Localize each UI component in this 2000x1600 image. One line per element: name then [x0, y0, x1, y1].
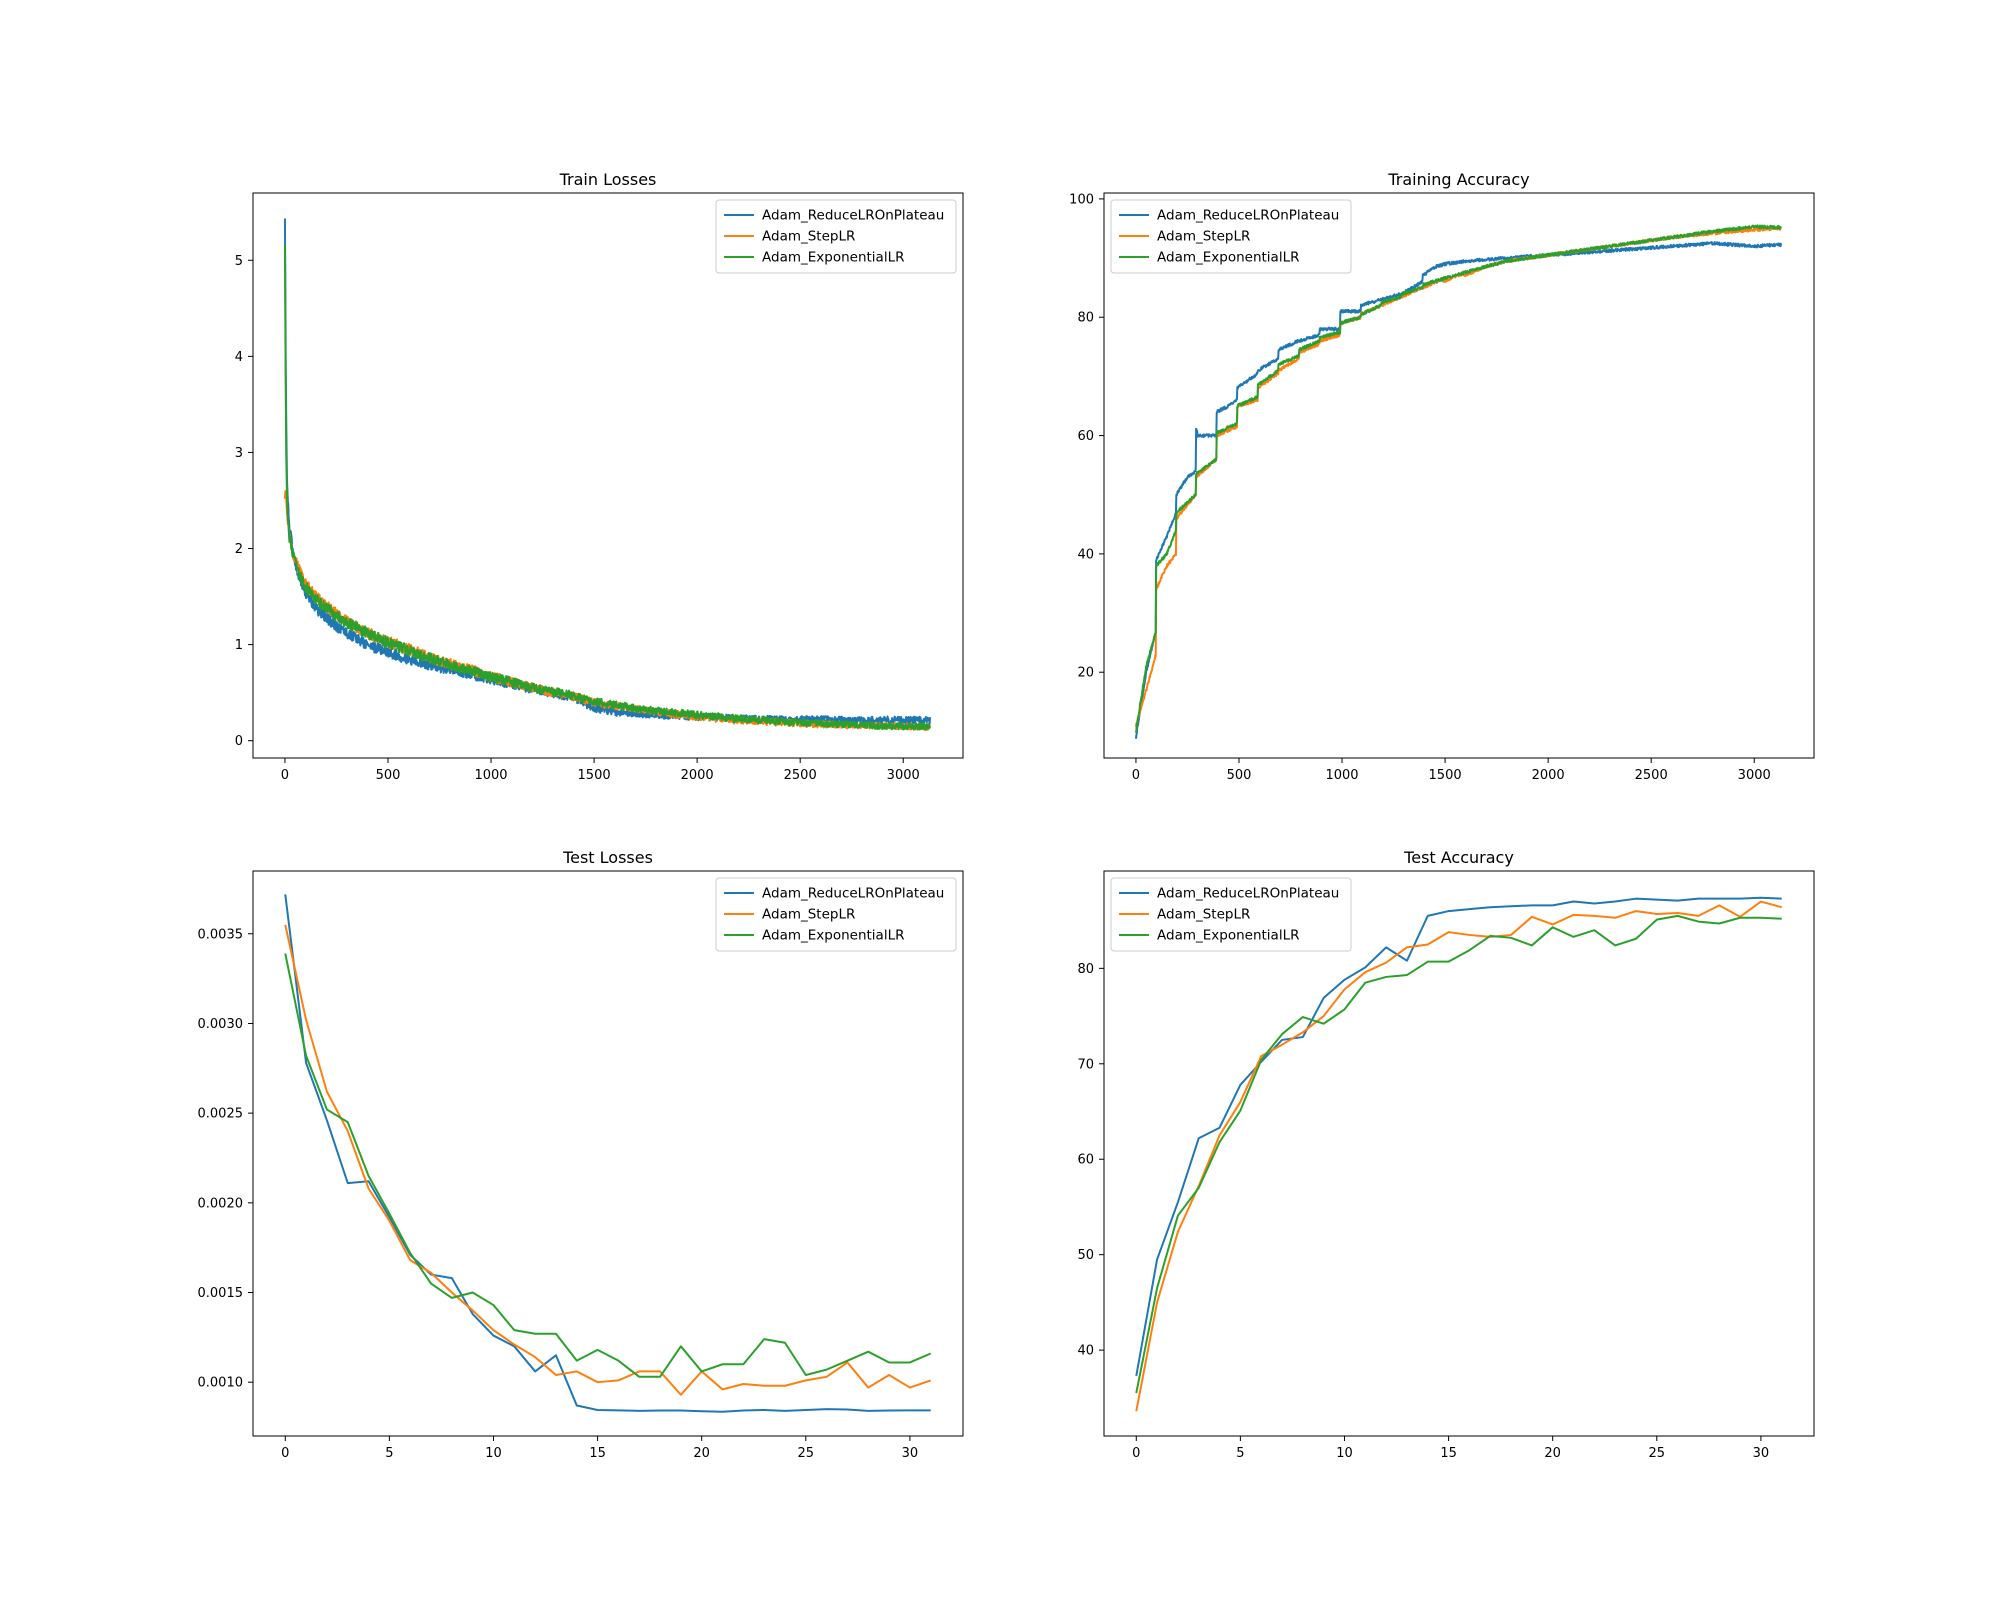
x-tick-label: 500 — [376, 768, 401, 783]
legend-label: Adam_StepLR — [1157, 229, 1250, 245]
x-tick-label: 2500 — [1635, 768, 1668, 783]
series-group — [283, 218, 932, 732]
x-tick-label: 3000 — [1738, 768, 1771, 783]
legend-label: Adam_ExponentialLR — [762, 250, 904, 266]
legend: Adam_ReduceLROnPlateau Adam_StepLR Adam_Ex… — [1110, 199, 1352, 274]
x-tick-label: 15 — [1440, 1446, 1457, 1461]
y-tick-label: 80 — [1077, 962, 1094, 977]
y-tick-label: 0.0010 — [198, 1376, 244, 1391]
series-line-Adam_ExponentialLR — [1134, 224, 1782, 733]
subplot-title: Test Accuracy — [1403, 848, 1514, 867]
series-line-Adam_StepLR — [1135, 900, 1782, 1412]
x-tick-label: 15 — [589, 1446, 606, 1461]
series-line-Adam_ExponentialLR — [284, 953, 932, 1378]
x-tick-label: 20 — [693, 1446, 710, 1461]
y-tick-label: 40 — [1077, 547, 1094, 562]
x-tick-label: 3000 — [887, 768, 920, 783]
x-tick-label: 1000 — [1325, 768, 1358, 783]
x-tick-label: 2000 — [681, 768, 714, 783]
legend-label: Adam_ReduceLROnPlateau — [1157, 208, 1339, 224]
legend-label: Adam_ReduceLROnPlateau — [762, 208, 944, 224]
y-tick-label: 0.0020 — [198, 1196, 244, 1211]
y-tick-label: 0.0030 — [198, 1017, 244, 1032]
x-tick-label: 500 — [1227, 768, 1252, 783]
y-tick-label: 0.0015 — [198, 1286, 244, 1301]
x-tick-label: 0 — [1132, 1446, 1140, 1461]
subplot-1: Training Accuracy 0 500 1000 1500 2000 2500 300… — [1069, 170, 1815, 783]
y-tick-label: 50 — [1077, 1248, 1094, 1263]
series-line-Adam_StepLR — [284, 924, 932, 1396]
legend-label: Adam_ReduceLROnPlateau — [762, 886, 944, 902]
y-tick-label: 0 — [235, 734, 243, 749]
y-tick-label: 70 — [1077, 1057, 1094, 1072]
legend-label: Adam_ExponentialLR — [1157, 928, 1299, 944]
series-line-Adam_ExponentialLR — [283, 244, 931, 731]
axes-frame — [252, 870, 964, 1437]
legend-label: Adam_ExponentialLR — [1157, 250, 1299, 266]
legend-label: Adam_ExponentialLR — [762, 928, 904, 944]
series-group — [284, 894, 932, 1413]
x-tick-label: 30 — [1753, 1446, 1770, 1461]
x-tick-label: 25 — [1649, 1446, 1666, 1461]
legend-label: Adam_StepLR — [1157, 907, 1250, 923]
axes-frame — [1103, 870, 1815, 1437]
series-line-Adam_ReduceLROnPlateau — [1134, 241, 1783, 739]
y-tick-label: 100 — [1069, 192, 1094, 207]
x-tick-label: 1000 — [474, 768, 507, 783]
axes-frame — [252, 192, 964, 759]
series-line-Adam_ReduceLROnPlateau — [1135, 896, 1782, 1377]
subplot-title: Train Losses — [559, 170, 657, 189]
x-tick-label: 0 — [281, 1446, 289, 1461]
axes-frame — [1103, 192, 1815, 759]
y-tick-label: 0.0035 — [198, 927, 244, 942]
x-tick-label: 25 — [798, 1446, 815, 1461]
series-group — [1135, 896, 1782, 1412]
x-tick-label: 2000 — [1532, 768, 1565, 783]
legend-box — [1110, 877, 1352, 952]
y-tick-label: 20 — [1077, 666, 1094, 681]
x-tick-label: 0 — [1132, 768, 1140, 783]
legend-box — [715, 877, 957, 952]
subplot-title: Test Losses — [562, 848, 653, 867]
x-tick-label: 30 — [902, 1446, 919, 1461]
x-tick-label: 1500 — [578, 768, 611, 783]
y-tick-label: 3 — [235, 446, 243, 461]
legend: Adam_ReduceLROnPlateau Adam_StepLR Adam_Ex… — [1110, 877, 1352, 952]
series-line-Adam_ExponentialLR — [1135, 914, 1782, 1394]
y-tick-label: 60 — [1077, 429, 1094, 444]
legend-label: Adam_StepLR — [762, 907, 855, 923]
subplot-0: Train Losses 0 500 1000 1500 2000 2500 3000 0 1 2 3… — [235, 170, 964, 783]
subplot-3: Test Accuracy 0 5 10 15 20 25 30 40 50 60 70 80 Adam_… — [1077, 848, 1815, 1461]
legend-label: Adam_ReduceLROnPlateau — [1157, 886, 1339, 902]
subplot-title: Training Accuracy — [1387, 170, 1529, 189]
x-tick-label: 10 — [485, 1446, 502, 1461]
y-tick-label: 80 — [1077, 311, 1094, 326]
y-tick-label: 2 — [235, 542, 243, 557]
y-tick-label: 5 — [235, 254, 243, 269]
x-tick-label: 1500 — [1429, 768, 1462, 783]
x-tick-label: 0 — [281, 768, 289, 783]
y-tick-label: 40 — [1077, 1344, 1094, 1359]
x-tick-label: 5 — [385, 1446, 393, 1461]
series-group — [1134, 224, 1783, 739]
legend-box — [715, 199, 957, 274]
legend-label: Adam_StepLR — [762, 229, 855, 245]
x-tick-label: 20 — [1544, 1446, 1561, 1461]
x-tick-label: 10 — [1336, 1446, 1353, 1461]
y-tick-label: 4 — [235, 350, 243, 365]
series-line-Adam_ReduceLROnPlateau — [284, 894, 931, 1413]
legend: Adam_ReduceLROnPlateau Adam_StepLR Adam_Ex… — [715, 199, 957, 274]
y-tick-label: 0.0025 — [198, 1107, 244, 1122]
legend-box — [1110, 199, 1352, 274]
y-tick-label: 1 — [235, 638, 243, 653]
y-tick-label: 60 — [1077, 1153, 1094, 1168]
legend: Adam_ReduceLROnPlateau Adam_StepLR Adam_Ex… — [715, 877, 957, 952]
x-tick-label: 2500 — [784, 768, 817, 783]
x-tick-label: 5 — [1236, 1446, 1244, 1461]
subplot-2: Test Losses 0 5 10 15 20 25 30 0.0010 0.0015 0.002… — [198, 848, 964, 1461]
